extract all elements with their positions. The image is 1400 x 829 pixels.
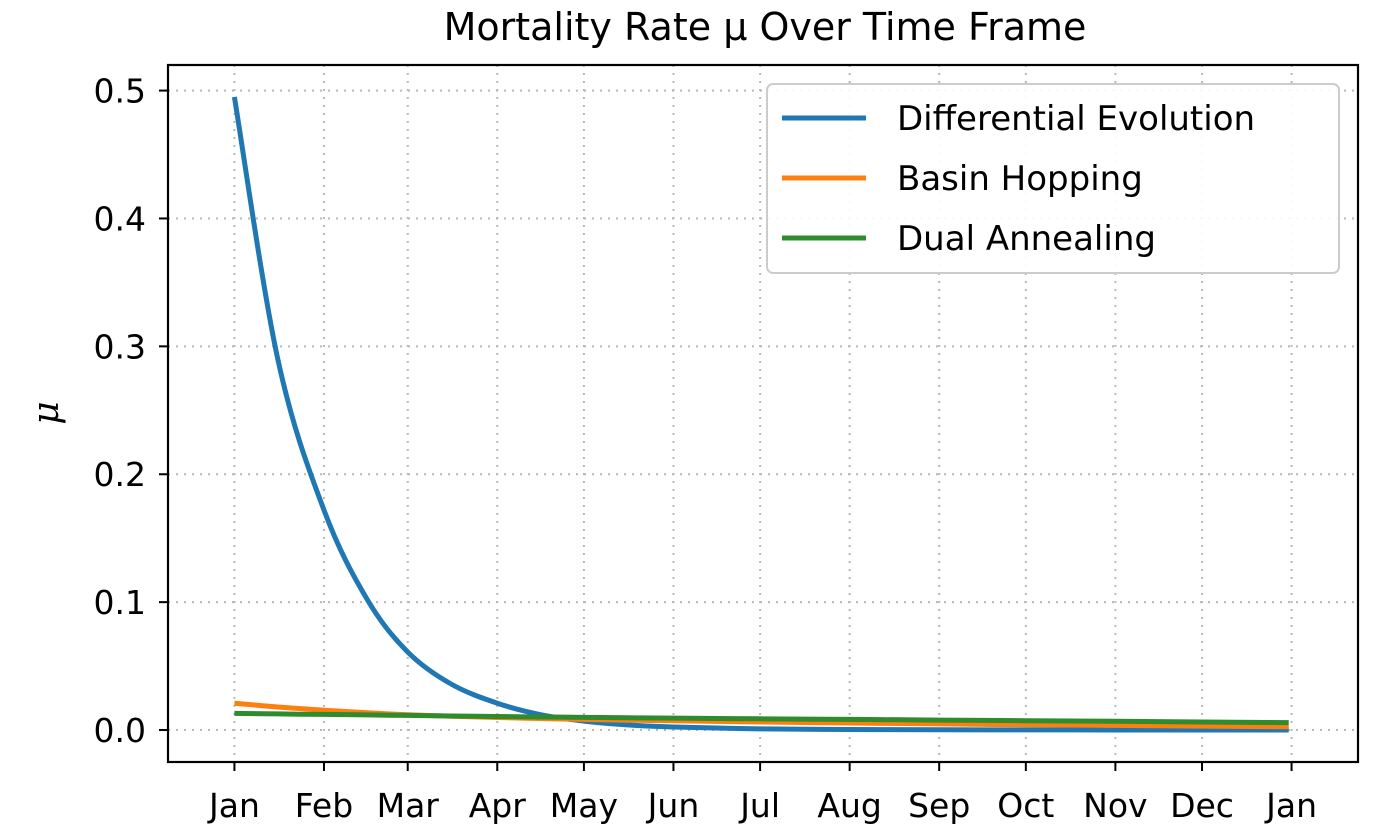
chart-title: Mortality Rate μ Over Time Frame: [444, 5, 1087, 49]
x-tick-label: Jan: [1264, 786, 1317, 825]
x-tick-label: Dec: [1170, 786, 1234, 825]
y-tick-label: 0.1: [94, 583, 146, 622]
x-tick-label: Oct: [997, 786, 1054, 825]
legend-label-basin-hopping: Basin Hopping: [897, 159, 1143, 199]
y-axis-ticks: 0.0 0.1 0.2 0.3 0.4 0.5: [94, 72, 168, 750]
y-tick-label: 0.4: [94, 199, 146, 238]
y-tick-label: 0.0: [94, 711, 146, 750]
x-tick-label: Nov: [1083, 786, 1147, 825]
legend-label-dual-annealing: Dual Annealing: [897, 219, 1156, 259]
series-line-differential-evolution: [231, 96, 1289, 733]
y-tick-label: 0.3: [94, 327, 146, 366]
plot-area-frame: [166, 63, 1360, 764]
legend-box: [766, 83, 1340, 274]
x-tick-label: Feb: [295, 786, 353, 825]
series-lines: [231, 96, 1289, 733]
y-tick-label: 0.5: [94, 72, 146, 111]
x-tick-label: Aug: [817, 786, 881, 825]
x-axis-ticks: Jan Feb Mar Apr May Jun Jul Aug Sep Oct Nov Dec Jan: [207, 762, 1317, 825]
x-tick-label: Jul: [738, 786, 780, 825]
x-tick-label: Jun: [646, 786, 700, 825]
x-tick-label: May: [550, 786, 618, 825]
x-tick-label: Sep: [908, 786, 970, 825]
y-tick-label: 0.2: [94, 455, 146, 494]
x-tick-label: Mar: [377, 786, 440, 825]
y-axis-label: μ: [26, 401, 67, 424]
legend-label-differential-evolution: Differential Evolution: [897, 99, 1255, 139]
legend-items: Differential Evolution Basin Hopping Dual …: [782, 99, 1255, 259]
x-tick-label: Jan: [207, 786, 260, 825]
series-line-dual-annealing: [234, 710, 1289, 726]
x-tick-label: Apr: [469, 786, 527, 825]
legend: Differential Evolution Basin Hopping Dual …: [766, 83, 1340, 274]
